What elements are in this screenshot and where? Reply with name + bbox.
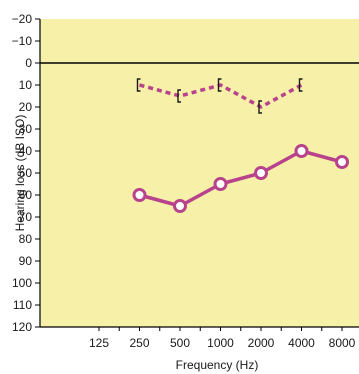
y-tick-label: 110 <box>13 298 32 312</box>
x-tick-label: 4000 <box>288 336 315 350</box>
series-2-point <box>217 78 222 92</box>
series-layer <box>132 78 349 213</box>
series-2-point <box>298 78 303 92</box>
y-tick-label: −20 <box>12 12 33 26</box>
y-tick-label: 80 <box>19 232 33 246</box>
y-axis-ticks: −20 −10 0 10 20 30 40 50 60 70 80 90 100 110 120 <box>12 12 40 334</box>
series-1-point <box>254 166 268 180</box>
y-tick-label: 70 <box>19 210 33 224</box>
y-tick-label: 60 <box>19 188 33 202</box>
y-tick-label: 40 <box>19 144 33 158</box>
x-axis-ticks: 125 250 500 1000 2000 4000 8000 <box>89 327 356 350</box>
series-2-point <box>136 78 141 92</box>
series-2-line <box>139 83 303 109</box>
x-tick-label: 125 <box>89 336 109 350</box>
series-2-point <box>258 100 262 114</box>
series-1-point <box>335 155 349 169</box>
series-1-point <box>132 188 147 202</box>
y-tick-label: 10 <box>19 78 33 92</box>
x-tick-label: 2000 <box>248 336 275 350</box>
series-1-point <box>213 177 228 191</box>
series-1-point <box>173 199 187 213</box>
series-1-point <box>294 144 309 158</box>
y-axis-title: Hearing loss (dB ISO) <box>13 115 27 232</box>
series-2-point <box>177 89 181 103</box>
y-tick-label: 100 <box>12 276 32 290</box>
x-tick-label: 8000 <box>329 336 356 350</box>
y-tick-label: −10 <box>12 34 33 48</box>
plot-area-background <box>40 19 359 327</box>
x-tick-label: 500 <box>170 336 190 350</box>
y-tick-label: 90 <box>19 254 33 268</box>
y-tick-label: 30 <box>19 122 33 136</box>
y-tick-label: 50 <box>19 166 33 180</box>
x-tick-label: 1000 <box>207 336 234 350</box>
y-tick-label: 120 <box>12 320 32 334</box>
x-axis-title: Frequency (Hz) <box>176 358 259 372</box>
y-tick-label: 20 <box>19 100 33 114</box>
y-tick-label: 0 <box>25 56 32 70</box>
x-tick-label: 250 <box>129 336 149 350</box>
